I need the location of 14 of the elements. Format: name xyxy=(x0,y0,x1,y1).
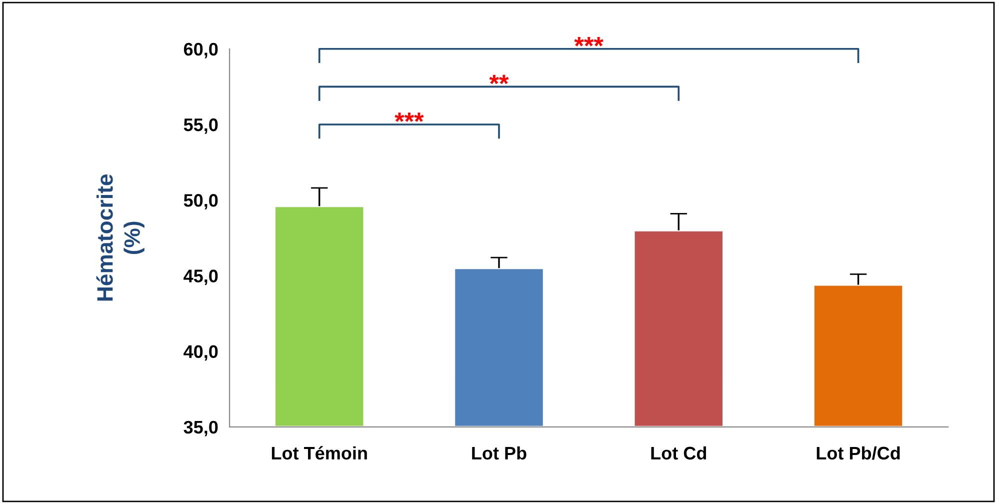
y-tick-label: 45,0 xyxy=(184,270,218,286)
text: *** xyxy=(574,37,604,46)
annotation: ** xyxy=(489,74,509,84)
y-tick-label: 60,0 xyxy=(184,42,218,58)
annotation: *** xyxy=(394,112,424,122)
x-tick-label: Lot Témoin xyxy=(272,446,367,460)
y-tick-label: 40,0 xyxy=(184,345,218,361)
y-tick-label: 35,0 xyxy=(184,420,218,436)
x-tick-label: Lot Pb/Cd xyxy=(816,446,900,460)
y-axis-title: Hématocrite (%) xyxy=(96,174,144,301)
x-tick-label: Lot Cd xyxy=(651,446,706,460)
y-tick-label: 50,0 xyxy=(184,194,218,210)
y-tick-label: 55,0 xyxy=(184,118,218,134)
x-tick-label: Lot Pb xyxy=(472,446,526,460)
